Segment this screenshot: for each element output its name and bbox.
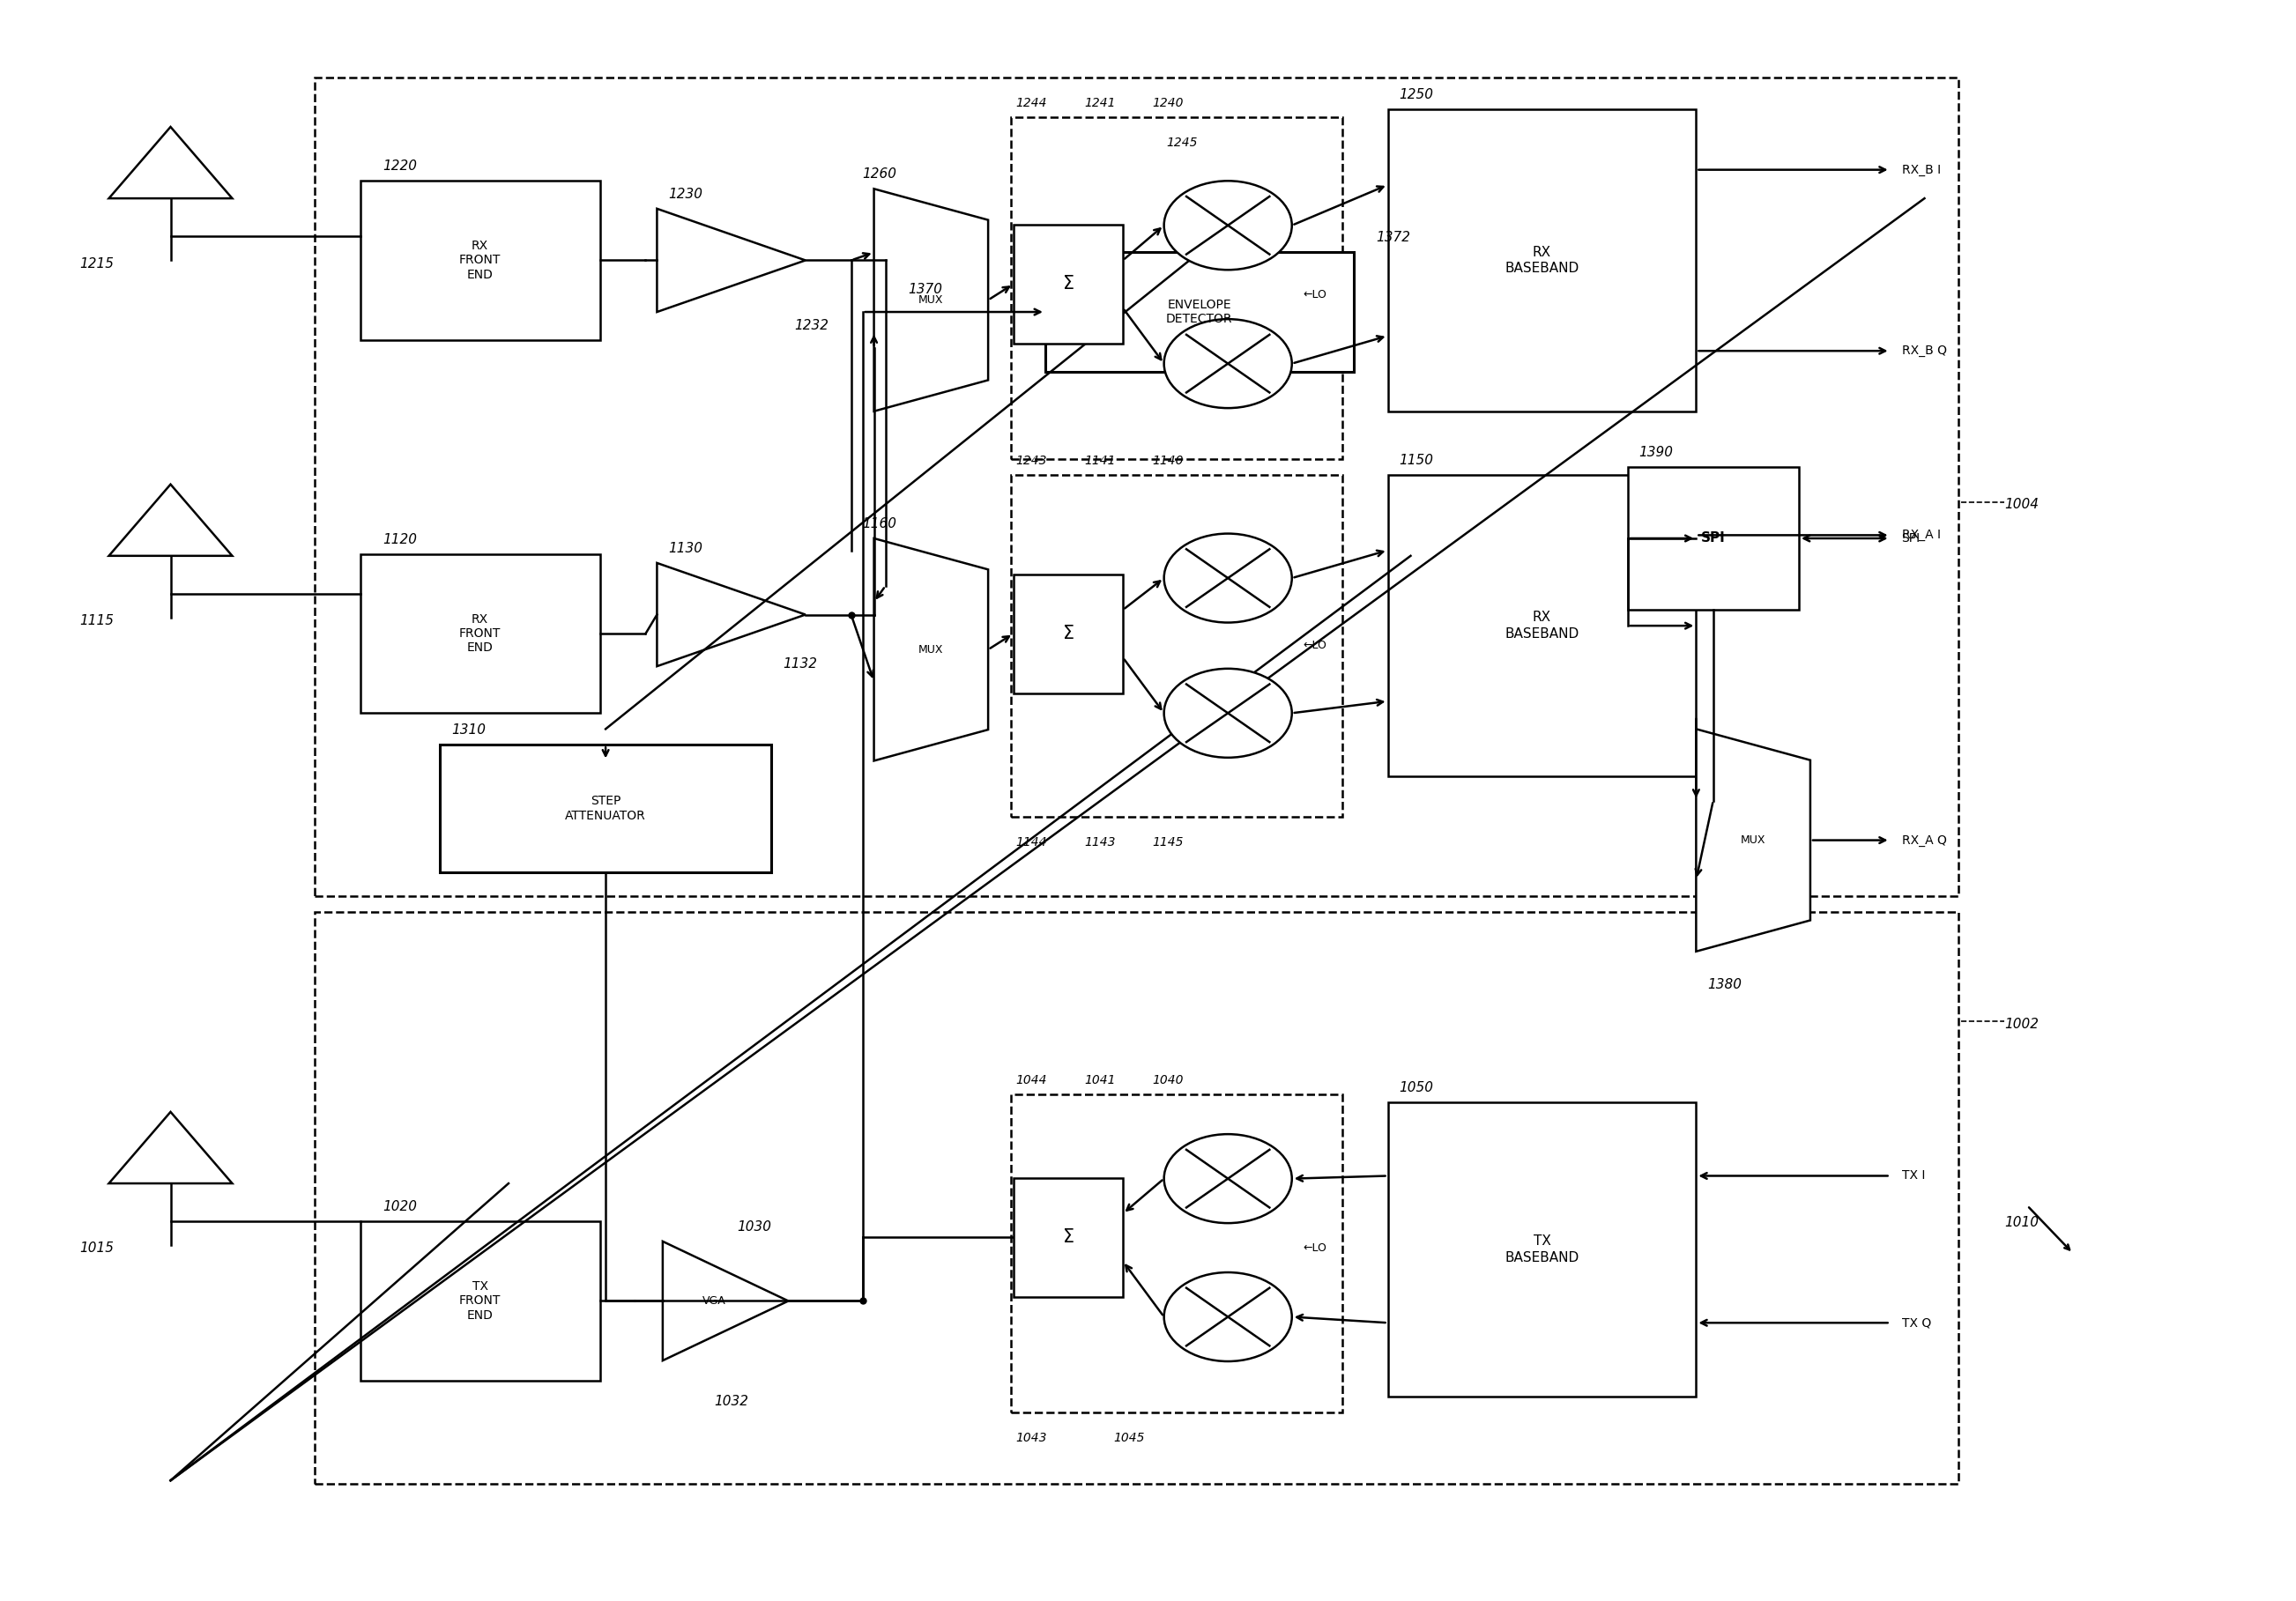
FancyBboxPatch shape [1387,109,1697,411]
Text: ←LO: ←LO [1304,288,1327,301]
FancyBboxPatch shape [441,744,771,873]
Text: 1141: 1141 [1084,455,1116,467]
Text: TX Q: TX Q [1901,1316,1931,1329]
Polygon shape [657,564,806,666]
Text: 1390: 1390 [1639,445,1674,459]
Polygon shape [875,189,987,411]
Polygon shape [875,538,987,760]
Text: TX
FRONT
END: TX FRONT END [459,1281,501,1321]
Text: 1002: 1002 [2004,1018,2039,1031]
Text: 1020: 1020 [383,1201,418,1214]
Polygon shape [664,1241,788,1361]
FancyBboxPatch shape [360,1222,599,1380]
Text: 1310: 1310 [452,724,487,736]
Text: 1244: 1244 [1015,98,1047,109]
Polygon shape [1697,728,1809,951]
Text: 1250: 1250 [1398,88,1433,101]
Text: 1041: 1041 [1084,1074,1116,1087]
Text: RX
BASEBAND: RX BASEBAND [1504,245,1580,275]
Text: 1241: 1241 [1084,98,1116,109]
Text: 1043: 1043 [1015,1431,1047,1444]
FancyBboxPatch shape [1387,1103,1697,1396]
Text: 1050: 1050 [1398,1081,1433,1095]
Text: RX_B I: RX_B I [1901,163,1940,176]
Text: 1130: 1130 [668,541,703,556]
FancyBboxPatch shape [1013,575,1123,693]
Text: 1370: 1370 [909,283,944,296]
Text: 1132: 1132 [783,656,817,671]
Text: $\Sigma$: $\Sigma$ [1063,624,1075,642]
Circle shape [1164,533,1293,623]
Text: 1372: 1372 [1375,231,1410,245]
Text: 1115: 1115 [78,615,113,628]
Polygon shape [657,208,806,312]
Text: MUX: MUX [1740,834,1766,845]
FancyBboxPatch shape [1045,253,1355,371]
Text: VGA: VGA [703,1295,726,1306]
Text: 1040: 1040 [1153,1074,1185,1087]
Text: ←LO: ←LO [1304,1242,1327,1254]
Text: $\Sigma$: $\Sigma$ [1063,275,1075,293]
Circle shape [1164,669,1293,757]
Text: 1015: 1015 [78,1242,113,1255]
FancyBboxPatch shape [360,554,599,712]
Text: 1010: 1010 [2004,1217,2039,1230]
Text: 1044: 1044 [1015,1074,1047,1087]
Text: RX_B Q: RX_B Q [1901,344,1947,357]
FancyBboxPatch shape [1628,467,1798,610]
Text: 1243: 1243 [1015,455,1047,467]
Text: 1030: 1030 [737,1220,771,1233]
Text: 1032: 1032 [714,1394,748,1409]
Circle shape [1164,319,1293,408]
Text: RX
FRONT
END: RX FRONT END [459,240,501,280]
Text: 1120: 1120 [383,533,418,546]
FancyBboxPatch shape [1387,475,1697,776]
Text: $\Sigma$: $\Sigma$ [1063,1228,1075,1246]
Text: 1232: 1232 [794,319,829,331]
Text: 1150: 1150 [1398,453,1433,467]
Circle shape [1164,181,1293,271]
Text: 1380: 1380 [1708,978,1743,991]
Text: 1160: 1160 [863,517,898,530]
Text: STEP
ATTENUATOR: STEP ATTENUATOR [565,796,645,821]
Text: 1045: 1045 [1114,1431,1146,1444]
Circle shape [1164,1134,1293,1223]
Text: 1145: 1145 [1153,836,1185,849]
Text: SPI: SPI [1701,532,1727,544]
FancyBboxPatch shape [360,181,599,339]
Text: TX I: TX I [1901,1170,1924,1182]
Text: ENVELOPE
DETECTOR: ENVELOPE DETECTOR [1166,299,1233,325]
Text: 1215: 1215 [78,256,113,271]
Text: RX
BASEBAND: RX BASEBAND [1504,612,1580,640]
Text: 1245: 1245 [1166,136,1199,149]
Text: 1230: 1230 [668,187,703,200]
Text: 1220: 1220 [383,160,418,173]
Text: RX_A I: RX_A I [1901,528,1940,541]
FancyBboxPatch shape [1013,1178,1123,1297]
Text: 1260: 1260 [863,168,898,181]
Text: ←LO: ←LO [1304,640,1327,652]
Circle shape [1164,1273,1293,1361]
Text: RX_A Q: RX_A Q [1901,834,1947,847]
Text: MUX: MUX [918,644,944,655]
Text: 1240: 1240 [1153,98,1185,109]
Text: 1143: 1143 [1084,836,1116,849]
Text: SPI: SPI [1901,532,1919,544]
Text: TX
BASEBAND: TX BASEBAND [1504,1234,1580,1265]
Text: RX
FRONT
END: RX FRONT END [459,613,501,655]
Text: 1004: 1004 [2004,498,2039,511]
Text: MUX: MUX [918,295,944,306]
FancyBboxPatch shape [1013,224,1123,344]
Text: 1140: 1140 [1153,455,1185,467]
Text: 1144: 1144 [1015,836,1047,849]
